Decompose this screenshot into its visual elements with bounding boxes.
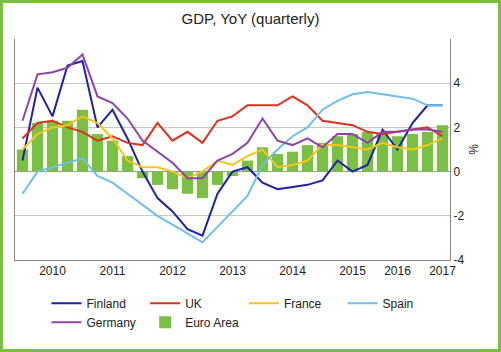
svg-text:0: 0 <box>453 165 460 179</box>
svg-text:2012: 2012 <box>159 264 186 278</box>
svg-text:UK: UK <box>185 297 202 311</box>
svg-text:4: 4 <box>453 76 460 90</box>
svg-text:-2: -2 <box>453 209 464 223</box>
svg-text:2017: 2017 <box>429 264 456 278</box>
svg-text:Euro Area: Euro Area <box>185 316 239 330</box>
svg-text:Finland: Finland <box>87 297 126 311</box>
svg-text:2016: 2016 <box>384 264 411 278</box>
svg-text:2013: 2013 <box>219 264 246 278</box>
svg-text:2011: 2011 <box>100 264 126 278</box>
svg-text:-4: -4 <box>453 253 464 267</box>
svg-text:GDP, YoY (quarterly): GDP, YoY (quarterly) <box>182 10 320 27</box>
svg-text:Germany: Germany <box>87 316 136 330</box>
svg-text:%: % <box>467 144 481 155</box>
svg-text:2: 2 <box>453 121 460 135</box>
svg-text:2014: 2014 <box>279 264 306 278</box>
svg-text:France: France <box>284 297 322 311</box>
svg-text:Spain: Spain <box>383 297 414 311</box>
svg-text:2010: 2010 <box>39 264 66 278</box>
svg-text:2015: 2015 <box>339 264 366 278</box>
